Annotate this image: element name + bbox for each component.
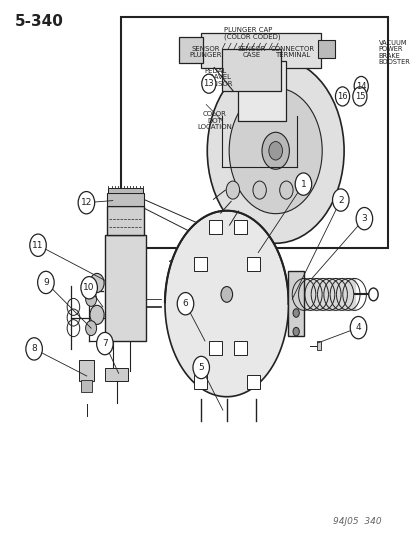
- Circle shape: [279, 181, 292, 199]
- Bar: [107, 192, 144, 206]
- Circle shape: [268, 142, 282, 160]
- Text: 16: 16: [337, 92, 347, 101]
- Circle shape: [352, 87, 366, 106]
- Circle shape: [335, 87, 349, 106]
- Circle shape: [85, 321, 96, 336]
- Bar: [247, 257, 260, 271]
- Bar: [222, 49, 280, 91]
- Text: CONNECTOR
TERMINAL: CONNECTOR TERMINAL: [271, 45, 314, 58]
- Text: 8: 8: [31, 344, 37, 353]
- Text: 1: 1: [300, 180, 306, 189]
- Circle shape: [332, 189, 348, 211]
- Text: 5: 5: [198, 363, 204, 372]
- Bar: [104, 368, 128, 381]
- Bar: [208, 341, 221, 355]
- Circle shape: [368, 288, 377, 301]
- Circle shape: [85, 292, 96, 306]
- Bar: [247, 375, 260, 389]
- Circle shape: [353, 76, 368, 95]
- Text: 13: 13: [203, 79, 214, 88]
- Text: 10: 10: [83, 283, 95, 292]
- Text: 14: 14: [355, 82, 366, 91]
- Bar: [318, 40, 334, 58]
- Text: 94J05  340: 94J05 340: [332, 517, 381, 526]
- Circle shape: [292, 309, 299, 317]
- Circle shape: [261, 132, 289, 169]
- Text: 9: 9: [43, 278, 49, 287]
- Circle shape: [38, 271, 54, 294]
- Bar: [287, 271, 303, 336]
- Circle shape: [207, 58, 343, 243]
- Bar: [81, 380, 92, 392]
- Text: SENSOR
CASE: SENSOR CASE: [237, 45, 265, 58]
- Text: PLUNGER CAP
(COLOR CODED): PLUNGER CAP (COLOR CODED): [223, 27, 280, 40]
- Circle shape: [192, 357, 209, 378]
- Text: 2: 2: [337, 196, 343, 205]
- Bar: [233, 220, 247, 234]
- Circle shape: [229, 88, 321, 214]
- Bar: [233, 341, 247, 355]
- Bar: [316, 341, 320, 350]
- Circle shape: [96, 333, 113, 355]
- Circle shape: [30, 234, 46, 256]
- Bar: [120, 17, 387, 248]
- Text: 7: 7: [102, 339, 107, 348]
- Bar: [194, 375, 206, 389]
- Bar: [104, 235, 146, 342]
- Circle shape: [349, 317, 366, 339]
- Circle shape: [355, 207, 372, 230]
- Text: 5-340: 5-340: [14, 14, 63, 29]
- Circle shape: [201, 74, 216, 93]
- Text: SENSOR
PLUNGER: SENSOR PLUNGER: [189, 45, 221, 58]
- Text: 3: 3: [361, 214, 366, 223]
- Bar: [237, 61, 286, 120]
- Circle shape: [26, 338, 42, 360]
- Text: COLOR
DOT
LOCATION: COLOR DOT LOCATION: [197, 111, 232, 131]
- Circle shape: [177, 293, 193, 315]
- Circle shape: [294, 173, 311, 195]
- Bar: [179, 37, 203, 63]
- Bar: [79, 360, 94, 381]
- Text: 12: 12: [81, 198, 92, 207]
- Circle shape: [252, 181, 266, 199]
- Bar: [200, 33, 320, 68]
- Circle shape: [292, 327, 299, 336]
- Bar: [107, 206, 144, 235]
- Circle shape: [90, 305, 104, 325]
- Text: 4: 4: [355, 323, 361, 332]
- Bar: [208, 220, 221, 234]
- Text: PEDAL
TRAVEL
SENSOR: PEDAL TRAVEL SENSOR: [204, 68, 233, 86]
- Text: VACUUM
POWER
BRAKE
BOOSTER: VACUUM POWER BRAKE BOOSTER: [378, 40, 410, 65]
- Text: 11: 11: [32, 241, 44, 250]
- Circle shape: [78, 191, 95, 214]
- Circle shape: [221, 287, 232, 302]
- Bar: [194, 257, 206, 271]
- Text: 6: 6: [182, 299, 188, 308]
- Bar: [107, 188, 143, 192]
- Text: 15: 15: [354, 92, 364, 101]
- Circle shape: [90, 273, 104, 293]
- Circle shape: [81, 277, 97, 299]
- Polygon shape: [303, 278, 354, 310]
- Circle shape: [225, 181, 239, 199]
- Polygon shape: [164, 211, 288, 397]
